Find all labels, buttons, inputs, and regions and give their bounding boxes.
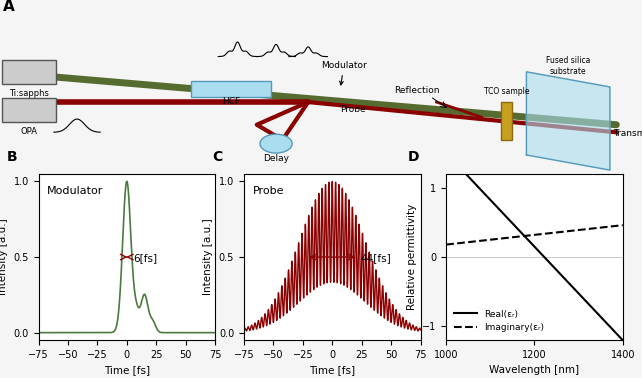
Real(εᵣ) xyxy=(619,338,627,342)
Real(εᵣ) xyxy=(442,151,450,155)
Imaginary(εᵣ) xyxy=(527,233,535,237)
Line: Real(εᵣ): Real(εᵣ) xyxy=(446,153,623,340)
FancyBboxPatch shape xyxy=(191,81,271,97)
Imaginary(εᵣ) xyxy=(619,223,627,228)
Text: Reflection: Reflection xyxy=(395,85,440,94)
Y-axis label: Intensity [a.u.]: Intensity [a.u.] xyxy=(204,218,213,296)
Legend: Real(εᵣ), Imaginary(εᵣ): Real(εᵣ), Imaginary(εᵣ) xyxy=(451,306,548,336)
Text: Modulator: Modulator xyxy=(48,186,104,196)
X-axis label: Time [fs]: Time [fs] xyxy=(309,366,355,375)
Line: Imaginary(εᵣ): Imaginary(εᵣ) xyxy=(446,225,623,245)
Imaginary(εᵣ) xyxy=(614,223,622,228)
Y-axis label: Relative permittivity: Relative permittivity xyxy=(406,204,417,310)
Real(εᵣ) xyxy=(587,304,594,309)
Circle shape xyxy=(260,134,292,153)
Text: C: C xyxy=(212,150,222,164)
Imaginary(εᵣ) xyxy=(442,242,450,247)
Text: 6[fs]: 6[fs] xyxy=(134,254,157,263)
Imaginary(εᵣ) xyxy=(526,233,534,238)
Text: Modulator: Modulator xyxy=(321,61,367,85)
Text: B: B xyxy=(6,150,17,164)
Imaginary(εᵣ) xyxy=(548,231,555,235)
Y-axis label: Intensity [a.u.]: Intensity [a.u.] xyxy=(0,218,8,296)
FancyBboxPatch shape xyxy=(501,102,512,140)
Text: Ti:sapphs: Ti:sapphs xyxy=(9,89,49,98)
Text: HCF: HCF xyxy=(222,97,240,106)
Text: Probe: Probe xyxy=(340,104,366,113)
Real(εᵣ) xyxy=(548,262,555,267)
Text: A: A xyxy=(3,0,15,14)
Polygon shape xyxy=(526,72,610,170)
Text: TCO sample: TCO sample xyxy=(484,87,529,96)
Text: OPA: OPA xyxy=(21,127,37,136)
X-axis label: Wavelength [nm]: Wavelength [nm] xyxy=(489,366,580,375)
X-axis label: Time [fs]: Time [fs] xyxy=(104,366,150,375)
Text: Transmission: Transmission xyxy=(613,129,642,138)
FancyBboxPatch shape xyxy=(2,60,56,84)
Real(εᵣ) xyxy=(614,333,622,338)
Text: Probe: Probe xyxy=(253,186,284,196)
Real(εᵣ) xyxy=(526,240,534,244)
Imaginary(εᵣ) xyxy=(587,226,594,231)
Real(εᵣ) xyxy=(538,252,546,257)
Imaginary(εᵣ) xyxy=(538,232,546,236)
Text: D: D xyxy=(407,150,419,164)
Text: 44[fs]: 44[fs] xyxy=(361,254,391,263)
Text: Fused silica
substrate: Fused silica substrate xyxy=(546,56,591,76)
Real(εᵣ) xyxy=(527,241,535,245)
FancyBboxPatch shape xyxy=(2,98,56,122)
Text: Delay: Delay xyxy=(263,153,289,163)
